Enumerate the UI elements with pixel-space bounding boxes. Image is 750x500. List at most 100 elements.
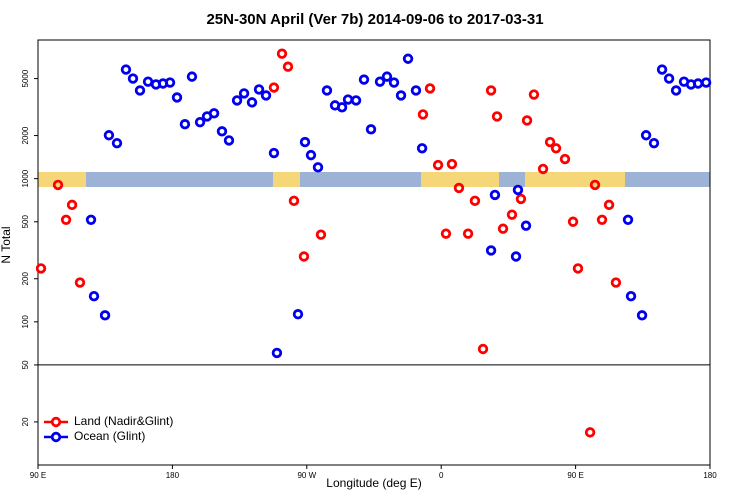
legend-label: Land (Nadir&Glint) [74,414,173,428]
point [572,263,584,274]
point [515,193,527,205]
point [179,119,191,130]
legend-marker [50,431,62,443]
point [402,53,414,64]
point [692,78,704,89]
point [315,229,327,240]
point [462,228,474,239]
point [596,214,608,225]
point [268,147,280,159]
point [120,64,132,75]
y-tick-label: 1000 [21,169,30,187]
point [506,209,518,220]
legend-label: Ocean (Glint) [74,429,145,443]
x-tick-label: 0 [439,471,444,480]
point [663,73,675,84]
point [648,137,660,149]
point [512,184,524,196]
point [35,263,47,274]
point [365,124,377,135]
point [111,137,123,149]
point [417,109,429,120]
point [216,126,228,137]
land-band [38,172,86,187]
point [85,214,97,225]
point [395,90,407,101]
point [550,143,562,154]
point [424,83,436,94]
point [537,163,549,175]
y-tick-label: 500 [21,215,30,229]
land-band [421,172,499,187]
point [477,343,489,355]
point [312,162,324,173]
point [223,135,235,146]
point [497,223,509,234]
legend-marker [50,416,62,428]
point [622,214,634,225]
x-tick-label: 90 E [30,471,46,480]
point [66,199,78,211]
point [567,216,579,227]
point [589,179,601,191]
point [298,251,310,262]
point [700,77,712,88]
point [260,90,272,101]
point [231,95,243,106]
point [127,73,139,84]
point [610,277,622,288]
point [432,159,444,171]
point [521,115,533,126]
x-tick-label: 90 W [297,471,316,480]
point [350,95,362,106]
land-band [525,172,625,187]
plot-frame [37,39,711,466]
point [388,77,400,88]
x-axis-label: Longitude (deg E) [326,476,421,490]
point [584,427,596,438]
point [469,195,481,207]
point [381,71,393,82]
point [276,48,288,59]
point [271,347,283,359]
point [510,251,522,262]
point [99,310,111,321]
point [410,85,422,96]
point [246,97,258,108]
point [142,76,154,87]
point [453,182,465,194]
point [88,291,100,302]
point [656,64,668,75]
point [374,76,386,87]
y-tick-label: 200 [21,272,30,286]
point [288,195,300,207]
chart-title: 25N-30N April (Ver 7b) 2014-09-06 to 201… [206,11,543,28]
x-tick-label: 90 E [567,471,583,480]
point [103,130,115,141]
x-tick-label: 180 [166,471,180,480]
point [670,85,682,96]
point [164,77,176,88]
point [640,130,652,141]
point [358,74,370,85]
point [305,149,317,161]
point [416,143,428,154]
y-tick-label: 20 [21,417,30,426]
point [446,158,458,170]
y-tick-label: 5000 [21,69,30,87]
point [253,84,265,95]
point [485,245,497,256]
land-ocean-band [38,172,710,187]
point [171,92,183,103]
point [491,111,503,122]
point [74,277,86,288]
point [321,85,333,96]
point [60,214,72,225]
point [625,291,637,302]
y-tick-label: 50 [21,360,30,369]
point [186,71,198,82]
y-tick-label: 2000 [21,126,30,144]
point [603,199,615,211]
point [134,85,146,96]
